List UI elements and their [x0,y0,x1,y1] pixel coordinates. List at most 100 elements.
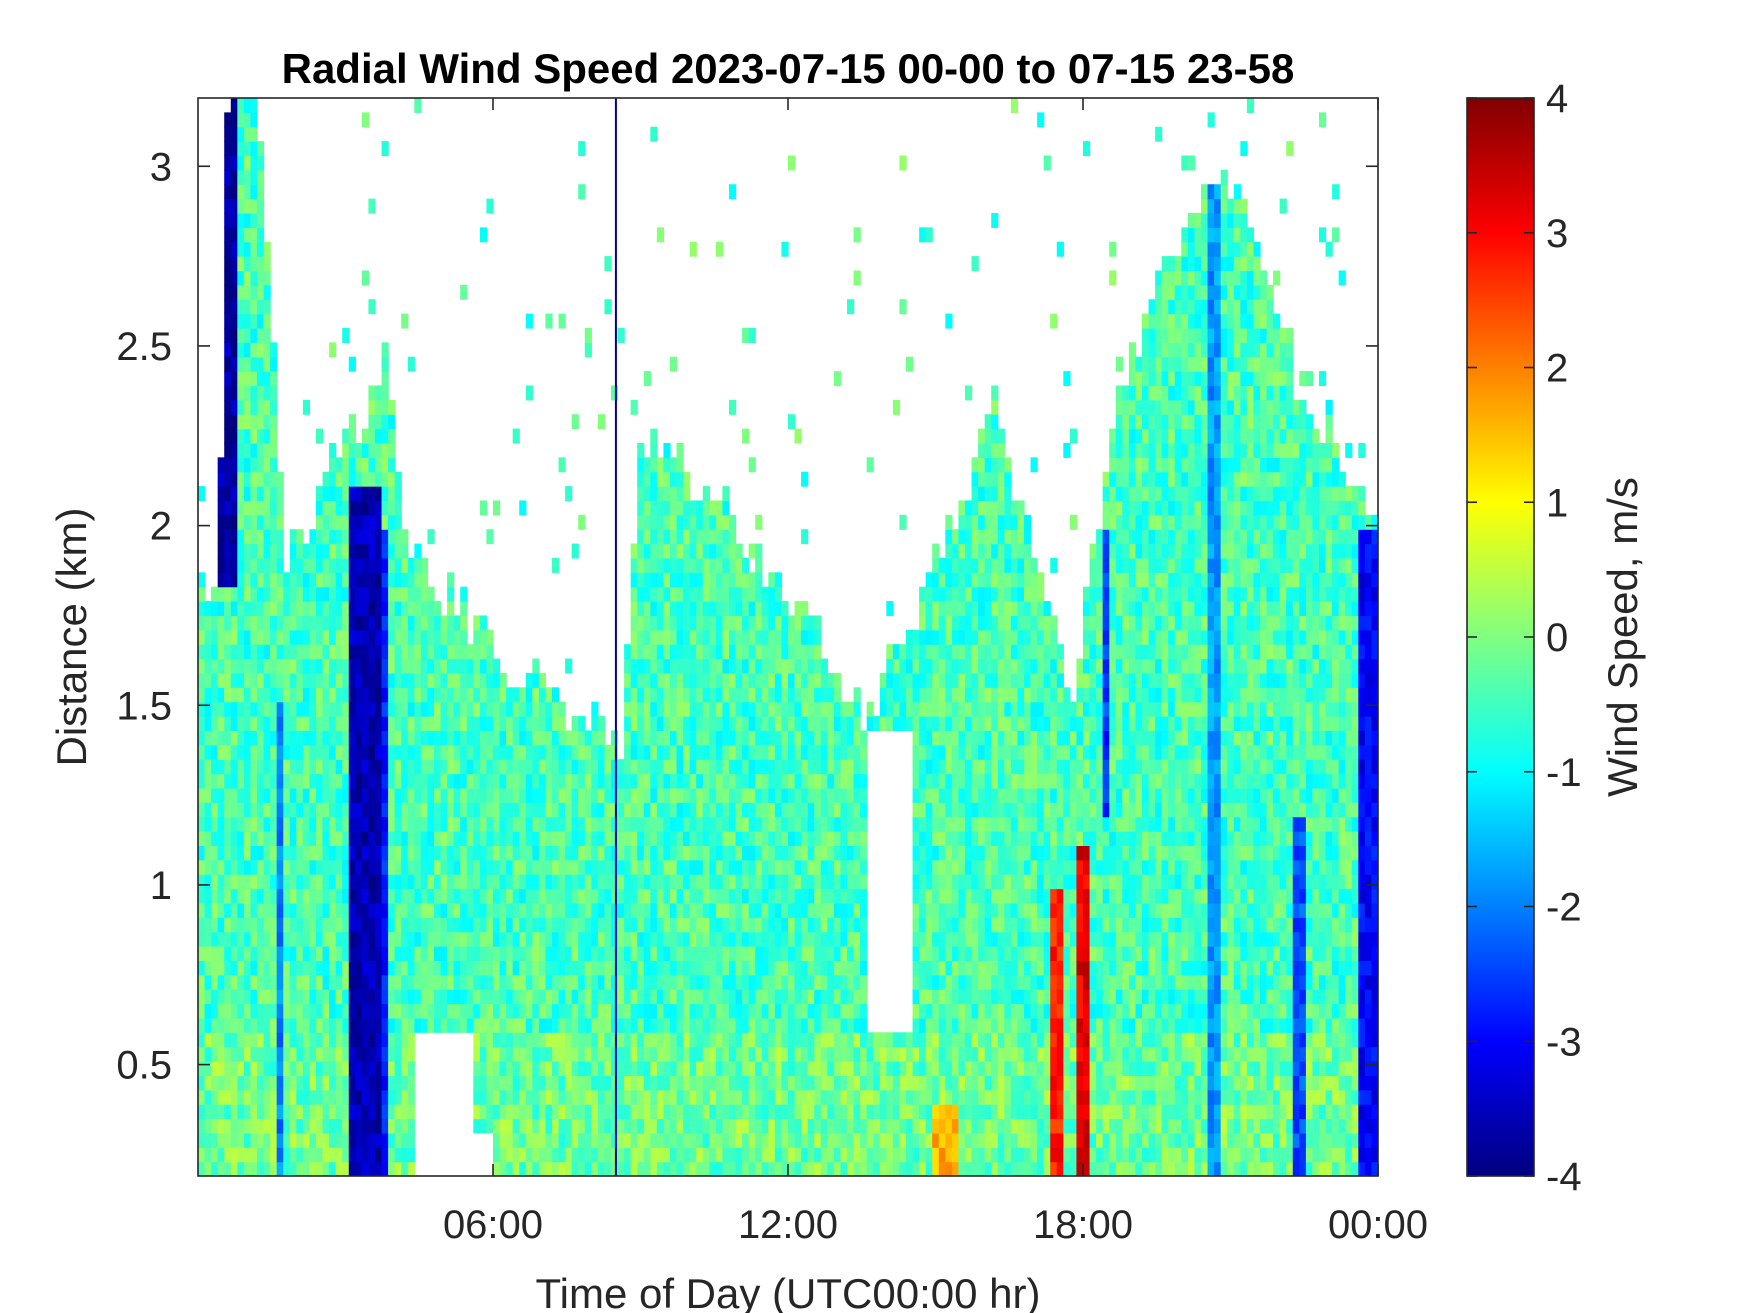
heatmap-cell [506,744,514,760]
heatmap-cell [316,1104,324,1120]
heatmap-cell [545,1132,553,1148]
heatmap-cell [814,845,822,861]
heatmap-cell [650,874,658,890]
heatmap-cell [807,1132,815,1148]
heatmap-cell [643,744,651,760]
heatmap-cell [670,1118,678,1134]
heatmap-cell [473,773,481,789]
heatmap-cell [198,644,206,660]
heatmap-cell [912,716,920,732]
heatmap-cell [912,1032,920,1048]
heatmap-cell [768,874,776,890]
heatmap-cell [289,1003,297,1019]
heatmap-cell [407,716,415,732]
heatmap-cell [401,974,409,990]
heatmap-cell [243,586,252,602]
heatmap-cell [270,514,278,530]
heatmap-cell [683,1032,691,1048]
heatmap-cell [597,845,606,861]
heatmap-cell [466,744,474,760]
heatmap-cell [322,1132,330,1148]
heatmap-cell [840,859,848,875]
heatmap-cell [250,658,258,674]
heatmap-cell [860,1061,868,1076]
heatmap-cell [794,888,802,904]
heatmap-cell [781,1017,789,1033]
heatmap-cell [289,615,297,631]
heatmap-cell [361,428,370,444]
heatmap-cell [440,845,448,861]
heatmap-cell [663,1075,671,1091]
heatmap-cell [243,184,252,200]
heatmap-cell [670,931,678,947]
heatmap-cell [401,572,409,588]
heatmap-cell [807,1089,815,1105]
heatmap-cell [342,759,350,775]
heatmap-cell [224,557,232,573]
heatmap-cell [643,716,651,732]
heatmap-cell [460,931,468,947]
heatmap-cell [348,1104,356,1120]
heatmap-cell [840,1017,848,1033]
heatmap-cell [460,902,468,918]
heatmap-cell [243,1075,252,1091]
heatmap-cell [250,672,258,688]
heatmap-cell [499,773,507,789]
heatmap-cell [886,1161,894,1176]
heatmap-cell [755,931,763,947]
heatmap-cell [794,1132,802,1148]
heatmap-cell [932,1118,940,1134]
heatmap-cell [512,1061,520,1076]
heatmap-cell [342,486,350,502]
heatmap-cell [453,902,461,918]
heatmap-cell [591,816,599,832]
heatmap-cell [224,629,232,645]
heatmap-cell [709,1161,717,1176]
heatmap-cell [873,1132,881,1148]
heatmap-cell [604,787,612,803]
heatmap-cell [650,1017,658,1033]
heatmap-cell [375,1032,383,1048]
heatmap-cell [532,1075,540,1091]
heatmap-cell [702,1003,710,1019]
heatmap-cell [827,989,835,1005]
heatmap-cell [237,672,245,688]
heatmap-cell [847,1147,855,1163]
heatmap-cell [847,1046,855,1062]
heatmap-cell [643,931,651,947]
heatmap-cell [794,1061,802,1076]
heatmap-cell [748,1061,756,1076]
heatmap-cell [302,1089,311,1105]
heatmap-cell [689,1132,697,1148]
heatmap-cell [250,902,258,918]
heatmap-cell [401,902,409,918]
heatmap-cell [381,1003,389,1019]
heatmap-cell [552,1032,560,1048]
heatmap-cell [302,644,311,660]
heatmap-cell [742,1003,750,1019]
heatmap-cell [860,874,868,890]
heatmap-cell [493,1161,501,1176]
heatmap-cell [538,917,547,933]
heatmap-cell [289,1017,297,1033]
heatmap-cell [663,1017,671,1033]
heatmap-cell [748,327,756,343]
heatmap-cell [807,1075,815,1091]
heatmap-cell [722,759,730,775]
heatmap-cell [938,744,946,760]
heatmap-cell [794,744,802,760]
heatmap-cell [781,1075,789,1091]
heatmap-cell [656,687,665,703]
heatmap-cell [650,759,658,775]
heatmap-cell [637,457,645,473]
heatmap-cell [643,1003,651,1019]
heatmap-cell [670,629,678,645]
heatmap-cell [656,1046,665,1062]
heatmap-cell [827,1075,835,1091]
heatmap-cell [683,543,691,559]
heatmap-cell [912,902,920,918]
heatmap-cell [637,744,645,760]
heatmap-cell [329,716,337,732]
heatmap-cell [899,299,907,315]
heatmap-cell [938,802,946,818]
